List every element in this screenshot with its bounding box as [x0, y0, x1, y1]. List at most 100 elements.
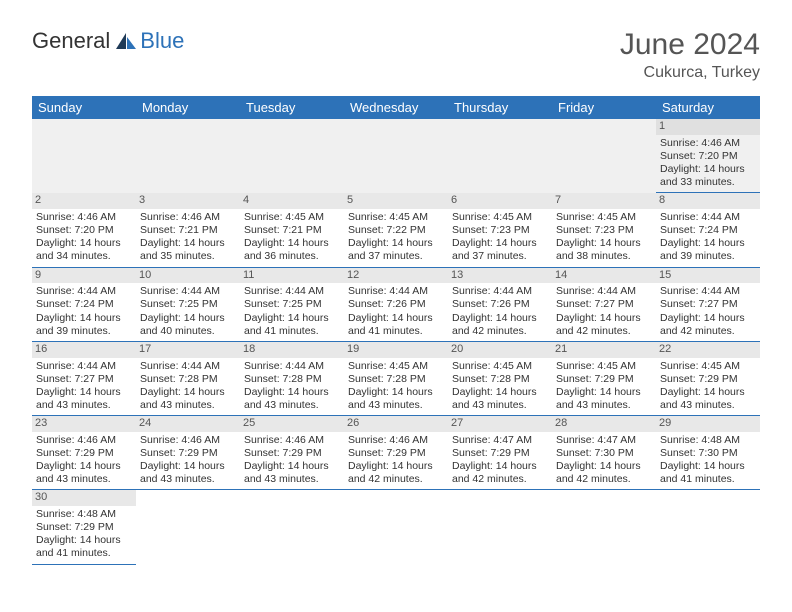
day-number: 29 [656, 416, 760, 432]
calendar-cell [136, 490, 240, 564]
calendar-cell: 12Sunrise: 4:44 AMSunset: 7:26 PMDayligh… [344, 267, 448, 341]
calendar-cell: 30 Sunrise: 4:48 AMSunset: 7:29 PMDayligh… [32, 490, 136, 564]
day-details: Sunrise: 4:46 AMSunset: 7:29 PMDaylight:… [140, 434, 236, 487]
calendar-body: 1 Sunrise: 4:46 AMSunset: 7:20 PMDaylight… [32, 119, 760, 564]
day-number: 8 [656, 193, 760, 209]
calendar-cell: 25 Sunrise: 4:46 AMSunset: 7:29 PMDayligh… [240, 416, 344, 490]
day-number: 25 [240, 416, 344, 432]
day-details: Sunrise: 4:44 AMSunset: 7:25 PMDaylight:… [244, 285, 340, 338]
day-details: Sunrise: 4:47 AMSunset: 7:29 PMDaylight:… [452, 434, 548, 487]
day-details: Sunrise: 4:44 AMSunset: 7:24 PMDaylight:… [36, 285, 132, 338]
calendar-cell: 15Sunrise: 4:44 AMSunset: 7:27 PMDayligh… [656, 267, 760, 341]
location-subtitle: Cukurca, Turkey [620, 64, 760, 82]
weekday-header-row: Sunday Monday Tuesday Wednesday Thursday… [32, 96, 760, 119]
calendar-cell: 19Sunrise: 4:45 AMSunset: 7:28 PMDayligh… [344, 341, 448, 415]
calendar-cell [448, 490, 552, 564]
calendar-cell [240, 119, 344, 193]
weekday-header: Tuesday [240, 96, 344, 119]
day-number: 11 [240, 268, 344, 284]
weekday-header: Friday [552, 96, 656, 119]
day-number: 15 [656, 268, 760, 284]
day-details: Sunrise: 4:44 AMSunset: 7:28 PMDaylight:… [244, 360, 340, 413]
day-number: 17 [136, 342, 240, 358]
calendar-cell: 26 Sunrise: 4:46 AMSunset: 7:29 PMDayligh… [344, 416, 448, 490]
calendar-cell: 27Sunrise: 4:47 AMSunset: 7:29 PMDayligh… [448, 416, 552, 490]
calendar-cell: 7 Sunrise: 4:45 AMSunset: 7:23 PMDaylight… [552, 193, 656, 267]
day-details: Sunrise: 4:47 AMSunset: 7:30 PMDaylight:… [556, 434, 652, 487]
day-number: 14 [552, 268, 656, 284]
day-details: Sunrise: 4:46 AMSunset: 7:21 PMDaylight:… [140, 211, 236, 264]
day-details: Sunrise: 4:46 AMSunset: 7:20 PMDaylight:… [36, 211, 132, 264]
calendar-cell [448, 119, 552, 193]
calendar-cell: 29 Sunrise: 4:48 AMSunset: 7:30 PMDayligh… [656, 416, 760, 490]
day-details: Sunrise: 4:44 AMSunset: 7:27 PMDaylight:… [660, 285, 756, 338]
day-details: Sunrise: 4:44 AMSunset: 7:26 PMDaylight:… [348, 285, 444, 338]
day-details: Sunrise: 4:46 AMSunset: 7:20 PMDaylight:… [660, 137, 756, 190]
day-number: 4 [240, 193, 344, 209]
calendar-cell: 28 Sunrise: 4:47 AMSunset: 7:30 PMDayligh… [552, 416, 656, 490]
logo-text-blue: Blue [140, 28, 184, 54]
calendar-cell: 24 Sunrise: 4:46 AMSunset: 7:29 PMDayligh… [136, 416, 240, 490]
logo: General Blue [32, 28, 184, 54]
calendar-cell: 14Sunrise: 4:44 AMSunset: 7:27 PMDayligh… [552, 267, 656, 341]
day-details: Sunrise: 4:48 AMSunset: 7:30 PMDaylight:… [660, 434, 756, 487]
day-details: Sunrise: 4:44 AMSunset: 7:25 PMDaylight:… [140, 285, 236, 338]
calendar-cell: 3Sunrise: 4:46 AMSunset: 7:21 PMDaylight… [136, 193, 240, 267]
day-details: Sunrise: 4:44 AMSunset: 7:27 PMDaylight:… [36, 360, 132, 413]
calendar-cell: 11Sunrise: 4:44 AMSunset: 7:25 PMDayligh… [240, 267, 344, 341]
day-number: 20 [448, 342, 552, 358]
weekday-header: Saturday [656, 96, 760, 119]
day-number: 12 [344, 268, 448, 284]
title-block: June 2024 Cukurca, Turkey [620, 28, 760, 82]
day-details: Sunrise: 4:45 AMSunset: 7:23 PMDaylight:… [452, 211, 548, 264]
calendar-cell [136, 119, 240, 193]
day-number: 28 [552, 416, 656, 432]
day-number: 24 [136, 416, 240, 432]
day-number: 30 [32, 490, 136, 506]
day-details: Sunrise: 4:45 AMSunset: 7:28 PMDaylight:… [452, 360, 548, 413]
day-details: Sunrise: 4:45 AMSunset: 7:28 PMDaylight:… [348, 360, 444, 413]
day-details: Sunrise: 4:44 AMSunset: 7:27 PMDaylight:… [556, 285, 652, 338]
calendar-row: 1 Sunrise: 4:46 AMSunset: 7:20 PMDaylight… [32, 119, 760, 193]
day-number: 5 [344, 193, 448, 209]
calendar-row: 30 Sunrise: 4:48 AMSunset: 7:29 PMDayligh… [32, 490, 760, 564]
day-details: Sunrise: 4:45 AMSunset: 7:29 PMDaylight:… [660, 360, 756, 413]
day-details: Sunrise: 4:48 AMSunset: 7:29 PMDaylight:… [36, 508, 132, 561]
calendar-cell: 23Sunrise: 4:46 AMSunset: 7:29 PMDayligh… [32, 416, 136, 490]
calendar-cell [656, 490, 760, 564]
calendar-row: 9Sunrise: 4:44 AMSunset: 7:24 PMDaylight… [32, 267, 760, 341]
weekday-header: Sunday [32, 96, 136, 119]
calendar-cell [552, 490, 656, 564]
calendar-cell: 10Sunrise: 4:44 AMSunset: 7:25 PMDayligh… [136, 267, 240, 341]
day-number: 18 [240, 342, 344, 358]
calendar-cell [240, 490, 344, 564]
calendar-cell: 8Sunrise: 4:44 AMSunset: 7:24 PMDaylight… [656, 193, 760, 267]
day-number: 7 [552, 193, 656, 209]
calendar-cell: 4 Sunrise: 4:45 AMSunset: 7:21 PMDaylight… [240, 193, 344, 267]
day-details: Sunrise: 4:46 AMSunset: 7:29 PMDaylight:… [348, 434, 444, 487]
day-details: Sunrise: 4:45 AMSunset: 7:23 PMDaylight:… [556, 211, 652, 264]
calendar-cell: 21Sunrise: 4:45 AMSunset: 7:29 PMDayligh… [552, 341, 656, 415]
calendar-cell [552, 119, 656, 193]
logo-sail-icon [114, 31, 138, 51]
calendar-row: 16Sunrise: 4:44 AMSunset: 7:27 PMDayligh… [32, 341, 760, 415]
calendar-cell: 5Sunrise: 4:45 AMSunset: 7:22 PMDaylight… [344, 193, 448, 267]
day-number: 13 [448, 268, 552, 284]
weekday-header: Thursday [448, 96, 552, 119]
day-details: Sunrise: 4:46 AMSunset: 7:29 PMDaylight:… [244, 434, 340, 487]
calendar-cell: 17Sunrise: 4:44 AMSunset: 7:28 PMDayligh… [136, 341, 240, 415]
day-number: 22 [656, 342, 760, 358]
calendar-row: 2Sunrise: 4:46 AMSunset: 7:20 PMDaylight… [32, 193, 760, 267]
weekday-header: Monday [136, 96, 240, 119]
day-number: 1 [656, 119, 760, 135]
calendar-cell: 20 Sunrise: 4:45 AMSunset: 7:28 PMDayligh… [448, 341, 552, 415]
day-number: 26 [344, 416, 448, 432]
calendar-cell: 2Sunrise: 4:46 AMSunset: 7:20 PMDaylight… [32, 193, 136, 267]
header: General Blue June 2024 Cukurca, Turkey [32, 28, 760, 82]
calendar-cell [32, 119, 136, 193]
day-details: Sunrise: 4:44 AMSunset: 7:26 PMDaylight:… [452, 285, 548, 338]
calendar-cell: 9Sunrise: 4:44 AMSunset: 7:24 PMDaylight… [32, 267, 136, 341]
day-details: Sunrise: 4:45 AMSunset: 7:21 PMDaylight:… [244, 211, 340, 264]
day-number: 10 [136, 268, 240, 284]
calendar-cell: 1 Sunrise: 4:46 AMSunset: 7:20 PMDaylight… [656, 119, 760, 193]
